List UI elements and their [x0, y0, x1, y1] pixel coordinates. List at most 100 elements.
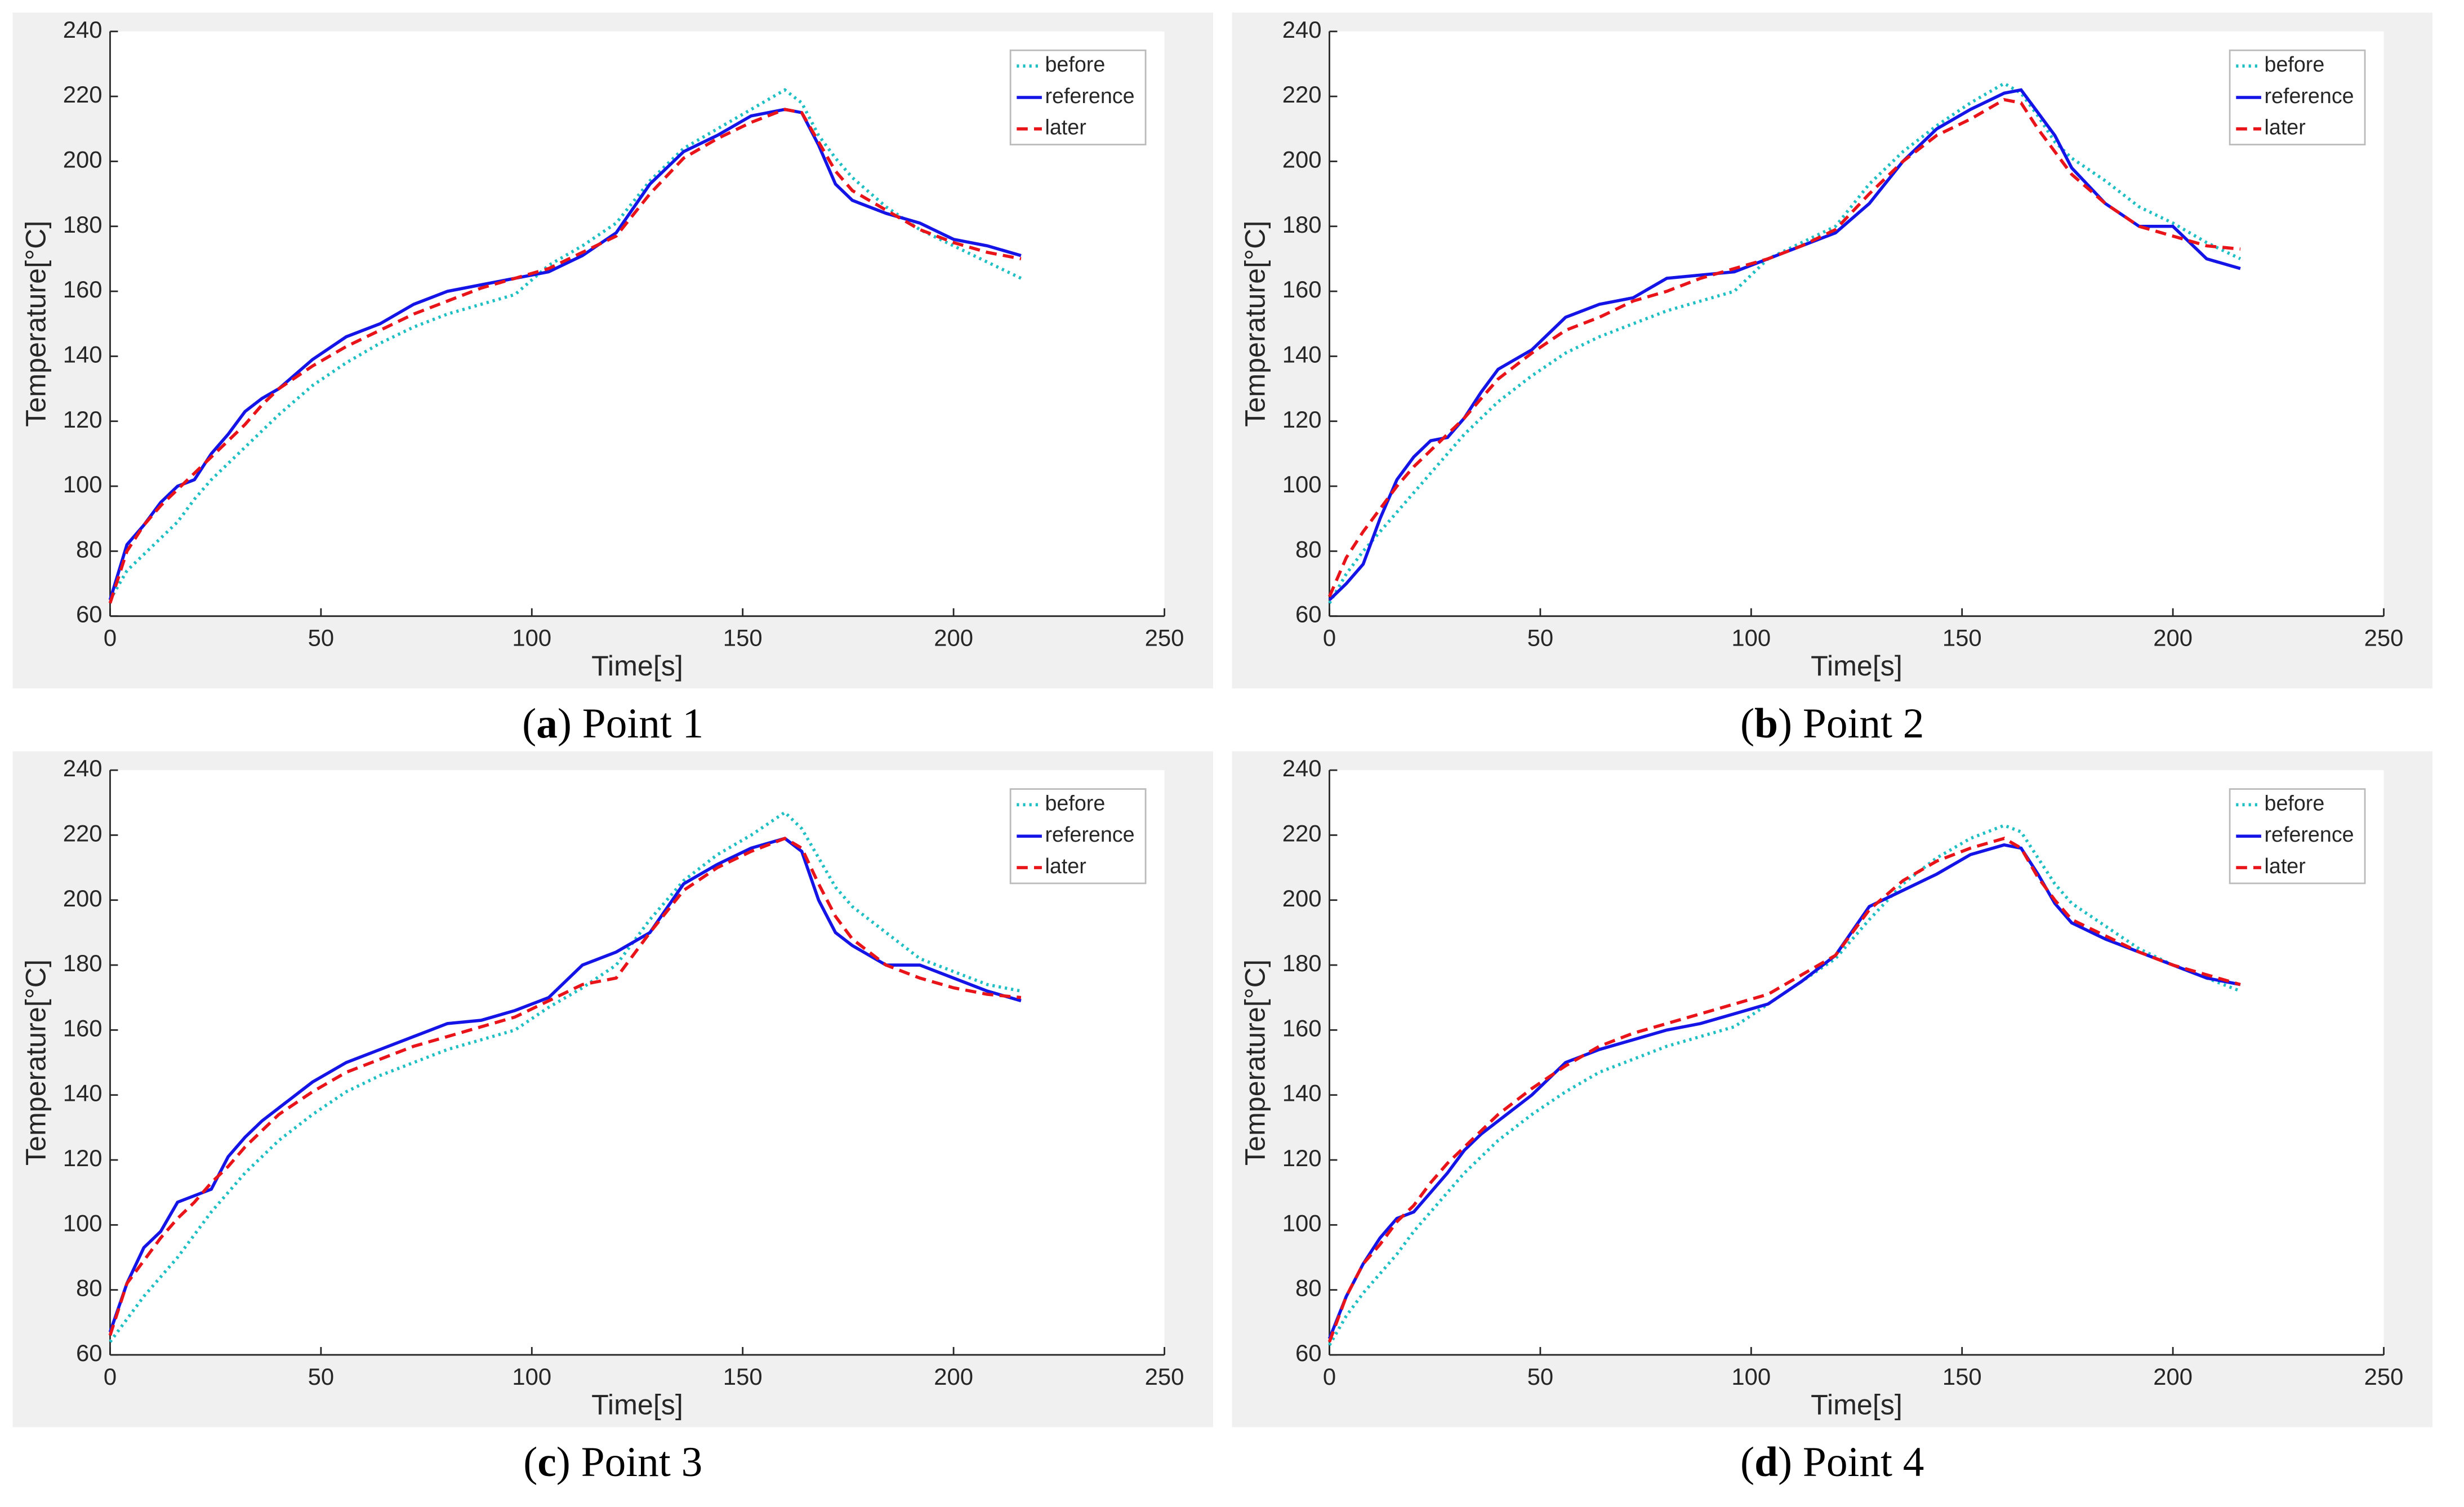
legend-label: before [1045, 52, 1105, 76]
caption: (a) Point 1 [522, 700, 703, 747]
y-tick-label: 240 [63, 755, 103, 781]
y-tick-label: 140 [63, 1080, 103, 1106]
x-tick-label: 200 [934, 625, 973, 651]
y-tick-label: 220 [63, 81, 103, 108]
plot-area [1329, 770, 2384, 1355]
x-tick-label: 50 [1527, 1363, 1554, 1390]
y-tick-label: 80 [76, 536, 103, 562]
y-axis-label: Temperature[°C] [20, 221, 51, 427]
caption-part: d [1754, 1439, 1778, 1486]
x-tick-label: 100 [512, 625, 551, 651]
x-tick-label: 200 [934, 1363, 973, 1390]
caption-part: ) Point 1 [558, 700, 703, 747]
y-tick-label: 80 [1295, 1275, 1322, 1301]
y-axis-label: Temperature[°C] [1239, 959, 1271, 1166]
x-tick-label: 200 [2153, 1363, 2193, 1390]
y-tick-label: 160 [1282, 1015, 1322, 1041]
caption-part: a [536, 700, 558, 747]
legend-label: later [1045, 115, 1086, 139]
caption: (d) Point 4 [1740, 1439, 1924, 1486]
x-tick-label: 100 [512, 1363, 551, 1390]
y-axis-label: Temperature[°C] [1239, 221, 1271, 427]
x-tick-label: 100 [1731, 1363, 1771, 1390]
y-tick-label: 160 [1282, 276, 1322, 303]
y-tick-label: 140 [1282, 341, 1322, 367]
x-tick-label: 250 [1145, 1363, 1184, 1390]
y-tick-label: 60 [1295, 1340, 1322, 1366]
x-tick-label: 0 [104, 1363, 117, 1390]
y-tick-label: 100 [63, 471, 103, 497]
x-tick-label: 0 [1323, 1363, 1336, 1390]
y-tick-label: 80 [76, 1275, 103, 1301]
y-axis-label: Temperature[°C] [20, 959, 51, 1166]
y-tick-label: 120 [63, 1145, 103, 1171]
x-tick-label: 50 [308, 1363, 335, 1390]
y-tick-label: 120 [1282, 406, 1322, 433]
plot-area [110, 31, 1165, 616]
x-axis-label: Time[s] [591, 650, 683, 682]
caption-part: ( [523, 1439, 537, 1486]
legend-label: before [2265, 52, 2325, 76]
legend-label: reference [1045, 84, 1134, 108]
legend-label: later [2265, 115, 2306, 139]
y-tick-label: 100 [1282, 1210, 1322, 1236]
y-tick-label: 240 [1282, 755, 1322, 781]
x-tick-label: 250 [1145, 625, 1184, 651]
y-tick-label: 220 [1282, 820, 1322, 846]
caption: (b) Point 2 [1740, 700, 1924, 747]
legend-label: reference [1045, 823, 1134, 846]
y-tick-label: 180 [1282, 211, 1322, 238]
series-line [1327, 843, 2241, 1340]
x-tick-label: 50 [308, 625, 335, 651]
caption-part: c [537, 1439, 556, 1486]
y-tick-label: 220 [63, 820, 103, 846]
y-tick-label: 220 [1282, 81, 1322, 108]
y-tick-label: 200 [1282, 146, 1322, 172]
legend-label: before [2265, 791, 2325, 815]
x-tick-label: 100 [1731, 625, 1771, 651]
x-tick-label: 0 [1323, 625, 1336, 651]
x-tick-label: 150 [1942, 625, 1982, 651]
x-axis-label: Time[s] [1811, 650, 1902, 682]
y-tick-label: 240 [1282, 16, 1322, 43]
y-tick-label: 60 [1295, 601, 1322, 628]
y-tick-label: 120 [1282, 1145, 1322, 1171]
y-tick-label: 100 [1282, 471, 1322, 497]
y-tick-label: 140 [1282, 1080, 1322, 1106]
y-tick-label: 200 [63, 885, 103, 912]
series-line [1327, 837, 2241, 1342]
caption-part: b [1754, 700, 1778, 747]
x-tick-label: 150 [1942, 1363, 1982, 1390]
y-tick-label: 180 [63, 211, 103, 238]
x-tick-label: 150 [723, 625, 763, 651]
y-tick-label: 180 [63, 950, 103, 976]
plot-area [110, 770, 1165, 1355]
caption-part: ( [1740, 1439, 1754, 1486]
x-tick-label: 0 [104, 625, 117, 651]
x-tick-label: 250 [2364, 1363, 2404, 1390]
y-tick-label: 80 [1295, 536, 1322, 562]
legend-label: reference [2265, 84, 2354, 108]
y-tick-label: 200 [63, 146, 103, 172]
y-tick-label: 160 [63, 276, 103, 303]
x-tick-label: 50 [1527, 625, 1554, 651]
y-tick-label: 160 [63, 1015, 103, 1041]
series-line [1328, 88, 2241, 601]
caption-part: ( [522, 700, 536, 747]
caption-part: ( [1740, 700, 1754, 747]
y-tick-label: 180 [1282, 950, 1322, 976]
legend-label: reference [2265, 823, 2354, 846]
y-tick-label: 240 [63, 16, 103, 43]
y-tick-label: 60 [76, 601, 103, 628]
legend-label: later [2265, 854, 2306, 878]
series-line [1327, 97, 2241, 598]
y-tick-label: 140 [63, 341, 103, 367]
y-tick-label: 120 [63, 406, 103, 433]
y-tick-label: 200 [1282, 885, 1322, 912]
caption-part: ) Point 3 [556, 1439, 702, 1486]
x-axis-label: Time[s] [591, 1389, 683, 1420]
series-line [1328, 824, 2241, 1346]
caption-part: ) Point 4 [1778, 1439, 1924, 1486]
